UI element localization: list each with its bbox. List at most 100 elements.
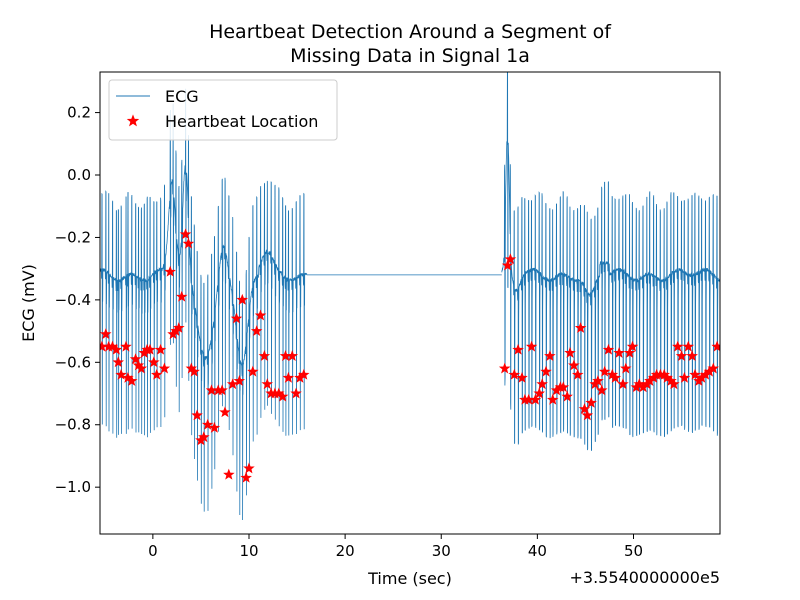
heartbeat-marker: [158, 362, 171, 374]
y-axis-ticks: 0.2 0.0 −0.2 −0.4 −0.6 −0.8 −1.0: [55, 104, 100, 496]
y-tick-label: −0.2: [55, 228, 91, 246]
heartbeat-marker: [546, 393, 559, 405]
heartbeat-marker: [598, 365, 611, 377]
heartbeat-marker: [100, 328, 112, 340]
heartbeat-marker: [223, 468, 235, 480]
heartbeat-marker: [191, 409, 203, 421]
x-tick-label: 0: [148, 542, 158, 560]
heartbeat-marker: [182, 237, 195, 249]
chart-title-line-2: Missing Data in Signal 1a: [290, 45, 530, 67]
heartbeat-marker: [536, 378, 548, 390]
y-tick-label: −0.6: [55, 353, 91, 371]
heartbeat-marker: [617, 378, 629, 390]
heartbeat-marker: [498, 362, 511, 374]
heartbeat-marker: [208, 421, 221, 433]
heartbeat-marker: [243, 462, 255, 474]
legend: ECG Heartbeat Location: [108, 79, 338, 141]
heartbeat-marker: [529, 393, 542, 405]
heartbeat-marker: [276, 390, 289, 402]
heartbeat-markers-layer: [100, 228, 720, 483]
heartbeat-marker: [568, 359, 580, 371]
heartbeat-marker: [682, 340, 694, 352]
heartbeat-marker: [216, 384, 228, 396]
heartbeat-marker: [572, 368, 584, 380]
heartbeat-marker: [254, 309, 267, 321]
heartbeat-marker: [602, 343, 615, 355]
heartbeat-marker: [233, 374, 246, 386]
ecg-trace-after-gap: [501, 72, 720, 451]
heartbeat-marker: [592, 374, 604, 386]
heartbeat-marker: [247, 365, 259, 377]
legend-ecg-label: ECG: [165, 87, 199, 106]
heartbeat-marker: [564, 346, 576, 358]
heartbeat-marker: [175, 290, 188, 302]
x-axis-ticks: 0 10 20 30 40 50: [148, 534, 643, 560]
heartbeat-marker: [297, 368, 310, 380]
heartbeat-marker: [258, 350, 271, 361]
heartbeat-marker: [686, 350, 698, 361]
heartbeat-marker: [144, 343, 156, 355]
heartbeat-marker: [678, 371, 691, 383]
heartbeat-marker: [179, 228, 192, 240]
heartbeat-marker: [672, 340, 684, 352]
heartbeat-marker: [581, 409, 594, 421]
y-axis-label: ECG (mV): [19, 264, 38, 342]
y-tick-label: −0.4: [55, 291, 91, 309]
heartbeat-marker: [110, 343, 123, 355]
heartbeat-marker: [585, 396, 597, 408]
heartbeat-marker: [115, 368, 127, 380]
heartbeat-marker: [609, 371, 622, 383]
ecg-trace-before-gap: [100, 88, 308, 521]
heartbeat-marker: [226, 378, 239, 390]
heartbeat-marker: [508, 368, 520, 380]
heartbeat-marker: [512, 343, 524, 355]
x-tick-label: 50: [624, 542, 643, 560]
x-tick-label: 10: [239, 542, 258, 560]
heartbeat-marker: [250, 325, 263, 336]
heartbeat-marker: [188, 365, 200, 377]
y-tick-label: −1.0: [55, 478, 91, 496]
x-tick-label: 30: [432, 542, 451, 560]
heartbeat-marker: [201, 418, 214, 430]
heartbeat-marker: [578, 403, 591, 414]
plot-area: [99, 71, 721, 535]
heartbeat-marker: [240, 471, 252, 483]
x-axis-label: Time (sec): [367, 569, 452, 588]
chart-title-line-1: Heartbeat Detection Around a Segment of: [209, 21, 612, 43]
ecg-trace-layer: [100, 72, 720, 521]
heartbeat-marker: [120, 340, 132, 352]
heartbeat-marker: [525, 340, 538, 352]
legend-box: [108, 79, 338, 141]
heartbeat-marker: [230, 312, 243, 324]
heartbeat-marker: [154, 343, 167, 355]
heartbeat-marker: [595, 384, 608, 396]
y-tick-label: 0.0: [67, 166, 91, 184]
heartbeat-marker: [261, 378, 274, 390]
heartbeat-marker: [544, 350, 556, 361]
x-tick-label: 20: [336, 542, 355, 560]
heartbeat-marker: [286, 350, 299, 361]
legend-heartbeat-swatch: [126, 114, 140, 127]
x-tick-label: 40: [528, 542, 547, 560]
heartbeat-marker: [516, 371, 528, 383]
y-tick-label: 0.2: [67, 104, 91, 122]
heartbeat-marker: [711, 340, 720, 352]
heartbeat-marker: [504, 253, 517, 265]
heartbeat-marker: [668, 378, 680, 390]
heartbeat-marker: [675, 350, 688, 361]
heartbeat-marker: [148, 356, 160, 368]
heartbeat-marker: [620, 362, 632, 374]
y-tick-label: −0.8: [55, 416, 91, 434]
heartbeat-marker: [219, 406, 231, 418]
legend-heartbeat-label: Heartbeat Location: [165, 112, 318, 131]
heartbeat-marker: [198, 431, 210, 443]
heartbeat-marker: [501, 259, 514, 271]
heartbeat-marker: [626, 340, 639, 352]
x-axis-offset-label: +3.5540000000e5: [570, 568, 721, 587]
heartbeat-marker: [135, 362, 148, 374]
heartbeat-marker: [533, 387, 545, 399]
heartbeat-marker: [689, 368, 701, 380]
heartbeat-marker: [623, 346, 636, 358]
heartbeat-marker: [173, 321, 185, 333]
heartbeat-marker: [151, 368, 163, 380]
